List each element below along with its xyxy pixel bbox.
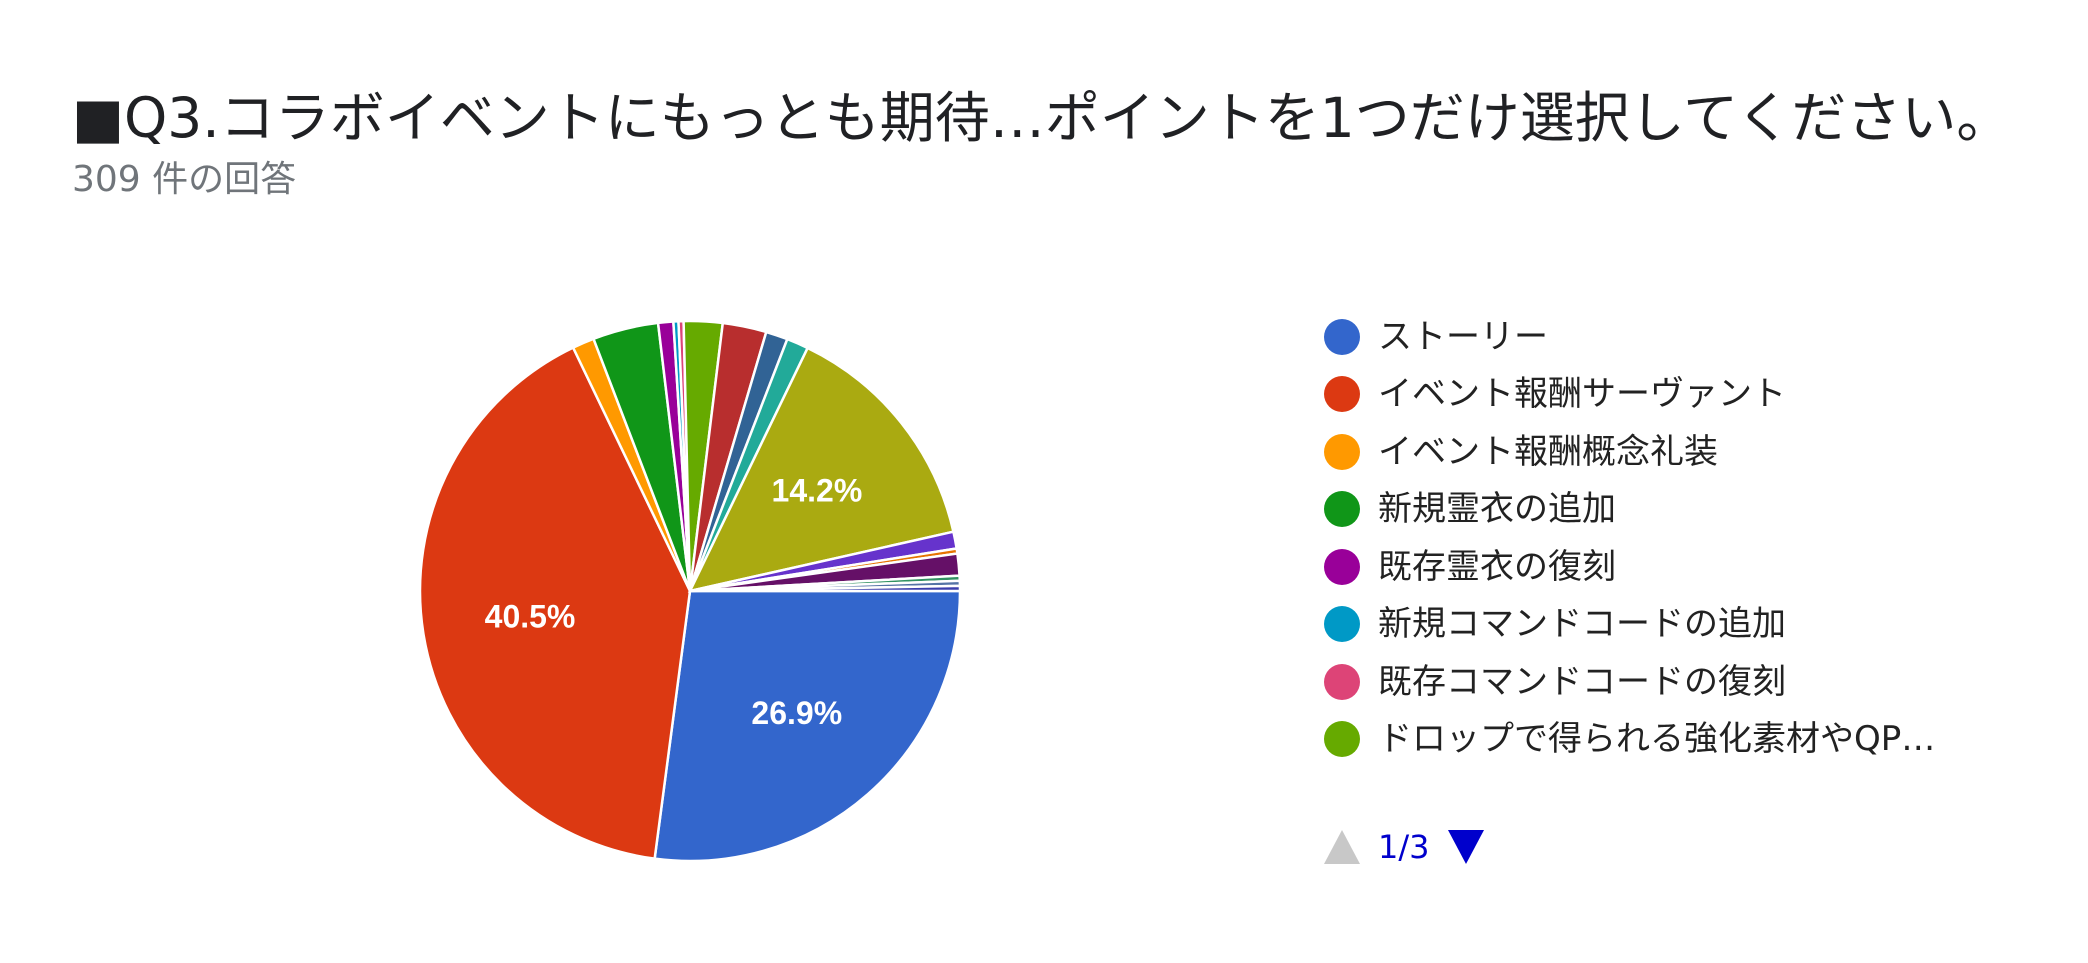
pie-slice <box>689 584 962 593</box>
legend-pager: 1/3 <box>1324 822 1484 872</box>
pie-slice <box>418 345 692 861</box>
legend-label: イベント報酬サーヴァント <box>1378 374 1786 415</box>
legend-item: 既存霊衣の復刻 <box>1324 538 2024 596</box>
triangle-down-icon[interactable] <box>1447 830 1484 864</box>
legend-label: 既存コマンドコードの復刻 <box>1378 661 1786 702</box>
legend-swatch <box>1324 721 1360 758</box>
slice-data-label: 26.9% <box>751 695 842 731</box>
legend-label: イベント報酬概念礼装 <box>1378 431 1718 472</box>
pie-slice <box>687 346 955 593</box>
legend-item: ドロップで得られる強化素材やQP… <box>1324 711 2024 769</box>
legend-item: 新規コマンドコードの追加 <box>1324 596 2024 654</box>
slice-data-label: 14.2% <box>772 472 863 508</box>
legend-swatch <box>1324 548 1360 585</box>
legend-item: 既存コマンドコードの復刻 <box>1324 653 2024 711</box>
legend-item: ストーリー <box>1324 308 2024 366</box>
legend-label: 新規コマンドコードの追加 <box>1378 604 1786 645</box>
legend-label: 既存霊衣の復刻 <box>1378 546 1616 587</box>
legend-label: ドロップで得られる強化素材やQP… <box>1378 719 1936 760</box>
legend-swatch <box>1324 491 1360 528</box>
legend-swatch <box>1324 433 1360 470</box>
legend-label: 新規霊衣の追加 <box>1378 489 1616 530</box>
pie-slice <box>653 589 962 863</box>
legend: ストーリー イベント報酬サーヴァント イベント報酬概念礼装 新規霊衣の追加 既存… <box>1324 308 2024 768</box>
chart-title: ■Q3.コラボイベントにもっとも期待…ポイントを1つだけ選択してください。 <box>72 86 2012 150</box>
legend-item: イベント報酬概念礼装 <box>1324 423 2024 481</box>
legend-swatch <box>1324 376 1360 413</box>
page-indicator: 1/3 <box>1378 828 1430 866</box>
legend-swatch <box>1324 606 1360 643</box>
legend-swatch <box>1324 318 1360 355</box>
triangle-up-icon <box>1324 830 1360 864</box>
pie-chart: 26.9% 40.5% 14.2% <box>418 319 962 863</box>
slice-data-label: 40.5% <box>485 599 576 635</box>
legend-item: 新規霊衣の追加 <box>1324 481 2024 539</box>
response-count: 309 件の回答 <box>72 159 297 200</box>
legend-item: イベント報酬サーヴァント <box>1324 366 2024 424</box>
legend-swatch <box>1324 663 1360 700</box>
legend-label: ストーリー <box>1378 316 1548 357</box>
